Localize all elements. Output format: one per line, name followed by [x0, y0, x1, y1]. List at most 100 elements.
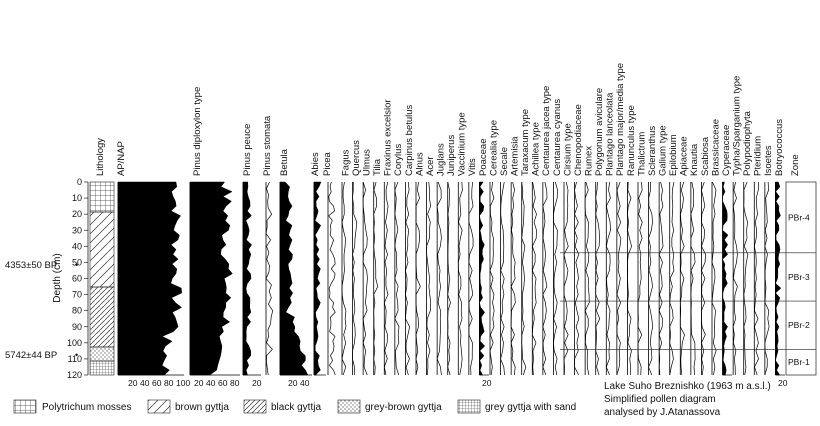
column-apiaceae-curve: [679, 181, 685, 376]
lithology-grey-sand: [89, 360, 115, 376]
legend-label-polytrichum: Polytrichum mosses: [42, 402, 131, 413]
depth-tick-label: 40: [72, 241, 82, 251]
lithology-polytrichum: [89, 181, 115, 213]
column-cyperaceae: [722, 181, 733, 376]
column-ranunculus-type: [627, 181, 632, 376]
column-pteridium-curve: [753, 181, 759, 376]
column-fraxinus-excelsior-curve: [383, 181, 389, 376]
header-galium-type: Galium type: [657, 125, 668, 176]
lithology-black-gyttja: [89, 286, 115, 348]
column-taraxacum-type-curve: [521, 181, 527, 376]
tick-apnap-80: 80: [164, 378, 174, 388]
header-vitis: Vitis: [467, 158, 478, 176]
column-juglans-curve: [436, 181, 442, 376]
column-betula-area: [279, 181, 309, 376]
tick-pinus-60: 60: [218, 378, 228, 388]
depth-axis-label: Depth (cm): [52, 253, 63, 302]
lithology-brown-gyttja: [89, 211, 115, 288]
header-chenopodiaceae: Chenopodiaceae: [573, 104, 584, 176]
column-abies-area: [313, 181, 322, 376]
legend-swatch-brown-gyttja: [147, 399, 171, 414]
column-epilobium: [669, 181, 675, 376]
lithology-grey-brown: [89, 346, 115, 362]
column-thalictrum: [637, 181, 643, 376]
column-apnap-area: [117, 181, 182, 376]
column-polygonum-aviculare: [595, 181, 601, 376]
tick-betula-20: 20: [288, 378, 298, 388]
column-tilia: [373, 181, 379, 376]
column-polygonum-aviculare-curve: [595, 181, 601, 376]
legend-label-grey-sand: grey gyttja with sand: [485, 402, 576, 413]
legend-swatch-polytrichum: [13, 399, 37, 414]
header-quercus: Quercus: [351, 140, 362, 176]
tick-apnap-40: 40: [140, 378, 150, 388]
depth-tick-label: 90: [72, 322, 82, 332]
depth-tick-label: 80: [72, 306, 82, 316]
column-corylus-curve: [394, 181, 400, 376]
tick-pinus-80: 80: [230, 378, 240, 388]
column-secale: [500, 181, 505, 376]
header-juglans: Juglans: [435, 143, 446, 176]
tick-pinus-20: 20: [194, 378, 204, 388]
column-rumex-curve: [584, 181, 590, 376]
column-scabiosa: [701, 181, 706, 376]
column-scleranthus: [648, 181, 654, 376]
caption-line-3: analysed by J.Atanassova: [604, 407, 721, 418]
header-apiaceae: Apiaceae: [679, 136, 690, 176]
column-ranunculus-type-curve: [627, 181, 632, 376]
column-typha-sparganium-type: [732, 181, 738, 376]
column-plantago-major-media-type: [616, 181, 622, 376]
legend-label-brown-gyttja: brown gyttja: [175, 402, 229, 413]
column-achillea-type: [531, 181, 537, 376]
header-taraxacum-type: Taraxacum type: [520, 109, 531, 176]
column-pinus-peuce-area: [242, 181, 252, 376]
column-carpinus-betulus: [405, 181, 411, 376]
column-scabiosa-curve: [701, 181, 706, 376]
header-pinus-diploxylon-type: Pinus diploxylon type: [192, 87, 203, 176]
column-plantago-major-media-type-curve: [616, 181, 622, 376]
column-poaceae: [479, 181, 489, 376]
column-plantago-lanceolata-curve: [605, 181, 611, 376]
column-epilobium-curve: [669, 181, 675, 376]
column-alnus: [415, 181, 421, 376]
diagram-caption: Lake Suho Breznishko (1963 m a.s.l.) Sim…: [604, 381, 771, 418]
date-marker-1: •: [75, 260, 78, 270]
column-vaccinium-type: [457, 181, 463, 376]
column-cerealia-type-curve: [489, 181, 495, 376]
header-secale: Secale: [499, 147, 510, 176]
column-scleranthus-curve: [648, 181, 654, 376]
tick-apnap-60: 60: [152, 378, 162, 388]
legend-label-grey-brown: grey-brown gyttja: [365, 402, 442, 413]
header-acer: Acer: [425, 156, 436, 176]
column-alnus-curve: [415, 181, 421, 376]
header-fraxinus-excelsior: Fraxinus excelsior: [383, 99, 394, 176]
column-isoetes: [764, 181, 770, 376]
depth-tick-label: 110: [68, 354, 82, 364]
legend-swatch-grey-brown: [337, 399, 361, 414]
depth-tick-label: 100: [67, 338, 82, 348]
column-corylus: [394, 181, 400, 376]
column-vitis-curve: [468, 181, 474, 376]
column-knautia: [690, 181, 696, 376]
column-betula: [279, 181, 312, 376]
header-ranunculus-type: Ranunculus type: [626, 105, 637, 176]
zone-label: PBr-4: [788, 212, 810, 222]
column-pinus-peuce: [242, 181, 261, 376]
lithology-column: [89, 181, 115, 376]
legend-swatch-grey-sand: [457, 399, 481, 414]
column-fraxinus-excelsior: [383, 181, 389, 376]
date-label-1: 4353±50 BP: [5, 260, 57, 271]
header-cerealia-type: Cerealia type: [488, 120, 499, 176]
column-polypodiophyta-curve: [743, 181, 749, 376]
column-centaurea-jacea-type-curve: [542, 181, 548, 376]
header-ulmus: Ulmus: [361, 149, 372, 176]
column-ulmus: [362, 181, 368, 376]
column-vaccinium-type-curve: [457, 181, 463, 376]
header-pinus-peuce: Pinus peuce: [242, 124, 253, 176]
header-abies: Abies: [310, 152, 321, 176]
header-picea: Picea: [322, 152, 333, 176]
column-thalictrum-curve: [637, 181, 643, 376]
header-achillea-type: Achillea type: [531, 122, 542, 176]
column-acer-curve: [426, 181, 432, 376]
